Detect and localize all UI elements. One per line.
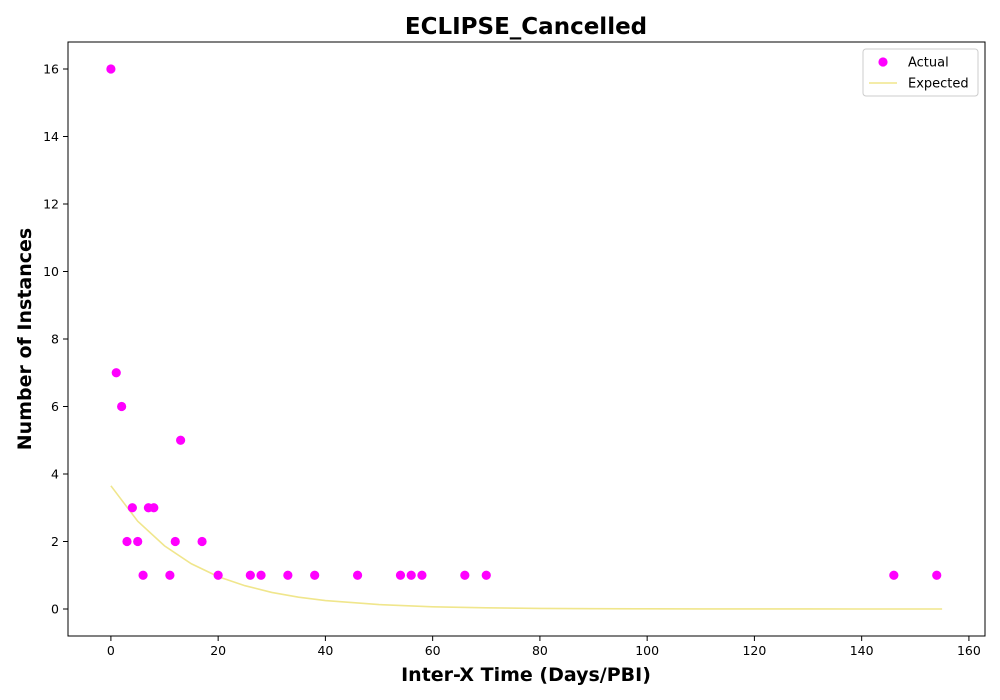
- x-tick-label: 40: [317, 643, 333, 658]
- y-tick-label: 0: [51, 602, 59, 617]
- data-point: [176, 436, 185, 445]
- legend-marker-actual: [878, 57, 887, 66]
- data-point: [932, 571, 941, 580]
- chart-title: ECLIPSE_Cancelled: [405, 14, 647, 40]
- data-point: [112, 368, 121, 377]
- data-point: [133, 537, 142, 546]
- data-point: [171, 537, 180, 546]
- legend: Actual Expected: [863, 49, 978, 96]
- expected-line: [111, 486, 942, 609]
- data-point: [396, 571, 405, 580]
- data-point: [407, 571, 416, 580]
- data-point: [138, 571, 147, 580]
- y-tick-label: 6: [51, 399, 59, 414]
- x-tick-label: 160: [957, 643, 981, 658]
- data-point: [117, 402, 126, 411]
- x-tick-label: 60: [425, 643, 441, 658]
- legend-label: Actual: [908, 56, 949, 71]
- data-point: [353, 571, 362, 580]
- data-point: [310, 571, 319, 580]
- x-tick-label: 0: [107, 643, 115, 658]
- x-axis: 0 20 40 60 80 100 120 140 160: [107, 636, 981, 658]
- y-axis-label: Number of Instances: [14, 228, 36, 450]
- plot-frame: [68, 42, 985, 636]
- y-tick-label: 2: [51, 534, 59, 549]
- legend-label: Expected: [908, 77, 969, 92]
- data-point: [482, 571, 491, 580]
- x-tick-label: 20: [210, 643, 226, 658]
- y-tick-label: 8: [51, 332, 59, 347]
- data-point: [165, 571, 174, 580]
- data-point: [128, 503, 137, 512]
- y-tick-label: 4: [51, 467, 59, 482]
- x-tick-label: 120: [742, 643, 766, 658]
- data-point: [246, 571, 255, 580]
- x-tick-label: 80: [532, 643, 548, 658]
- x-tick-label: 100: [635, 643, 659, 658]
- data-point: [283, 571, 292, 580]
- y-tick-label: 10: [43, 264, 59, 279]
- data-point: [256, 571, 265, 580]
- x-tick-label: 140: [850, 643, 874, 658]
- data-point: [417, 571, 426, 580]
- x-axis-label: Inter-X Time (Days/PBI): [401, 664, 651, 686]
- plot-area: [68, 42, 985, 636]
- data-point: [106, 64, 115, 73]
- y-axis: 0 2 4 6 8 10 12 14 16: [43, 62, 68, 617]
- data-point: [122, 537, 131, 546]
- y-tick-label: 16: [43, 62, 59, 77]
- data-point: [889, 571, 898, 580]
- data-point: [460, 571, 469, 580]
- data-point: [214, 571, 223, 580]
- data-point: [149, 503, 158, 512]
- y-tick-label: 14: [43, 129, 59, 144]
- data-point: [197, 537, 206, 546]
- y-tick-label: 12: [43, 197, 59, 212]
